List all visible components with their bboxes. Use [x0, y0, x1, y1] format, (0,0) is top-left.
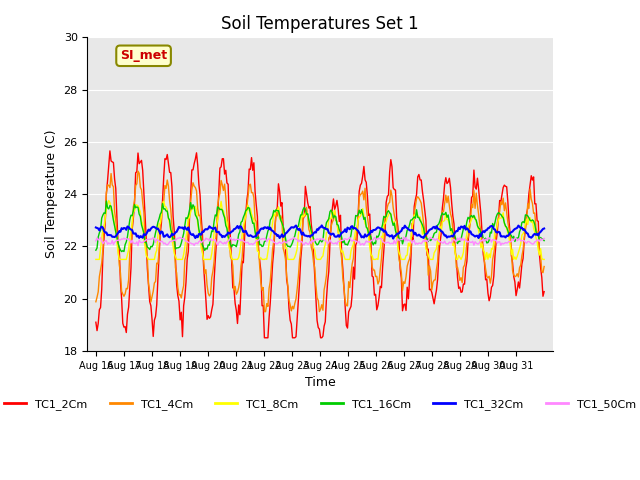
TC1_50Cm — [134, 243, 142, 249]
Line: TC1_16Cm: TC1_16Cm — [96, 201, 544, 252]
Legend: TC1_2Cm, TC1_4Cm, TC1_8Cm, TC1_16Cm, TC1_32Cm, TC1_50Cm: TC1_2Cm, TC1_4Cm, TC1_8Cm, TC1_16Cm, TC1… — [0, 395, 640, 414]
TC1_32Cm — [481, 229, 488, 235]
TC1_50Cm — [539, 237, 547, 242]
TC1_16Cm — [102, 198, 110, 204]
TC1_32Cm — [318, 223, 326, 228]
TC1_4Cm — [108, 171, 115, 177]
TC1_16Cm — [325, 216, 333, 222]
TC1_2Cm — [414, 174, 422, 180]
TC1_2Cm — [540, 289, 548, 295]
TC1_8Cm — [538, 256, 546, 262]
TC1_8Cm — [105, 198, 113, 204]
TC1_16Cm — [124, 234, 131, 240]
TC1_8Cm — [108, 207, 116, 213]
TC1_2Cm — [92, 319, 100, 325]
TC1_50Cm — [540, 236, 548, 241]
X-axis label: Time: Time — [305, 376, 335, 389]
TC1_4Cm — [122, 291, 129, 297]
Line: TC1_50Cm: TC1_50Cm — [96, 237, 544, 246]
TC1_16Cm — [414, 215, 422, 220]
Line: TC1_32Cm: TC1_32Cm — [96, 226, 544, 239]
Y-axis label: Soil Temperature (C): Soil Temperature (C) — [45, 130, 58, 258]
TC1_2Cm — [260, 335, 268, 341]
TC1_4Cm — [539, 270, 547, 276]
Line: TC1_4Cm: TC1_4Cm — [96, 171, 544, 312]
TC1_16Cm — [108, 210, 116, 216]
TC1_2Cm — [122, 330, 130, 336]
TC1_32Cm — [324, 226, 332, 232]
TC1_2Cm — [325, 268, 333, 274]
TC1_32Cm — [122, 226, 129, 231]
TC1_2Cm — [481, 259, 488, 265]
TC1_32Cm — [389, 236, 397, 241]
TC1_32Cm — [92, 225, 100, 230]
TC1_32Cm — [540, 226, 548, 231]
TC1_50Cm — [108, 240, 115, 246]
TC1_4Cm — [92, 299, 100, 305]
TC1_16Cm — [481, 236, 488, 242]
TC1_4Cm — [134, 168, 142, 174]
TC1_8Cm — [92, 256, 100, 262]
TC1_8Cm — [413, 209, 420, 215]
TC1_50Cm — [481, 238, 488, 244]
TC1_50Cm — [122, 236, 129, 242]
TC1_8Cm — [540, 256, 548, 262]
Line: TC1_8Cm: TC1_8Cm — [96, 201, 544, 259]
TC1_2Cm — [539, 293, 547, 299]
TC1_16Cm — [540, 238, 548, 243]
TC1_2Cm — [108, 159, 116, 165]
TC1_16Cm — [118, 249, 125, 254]
TC1_32Cm — [539, 226, 547, 232]
TC1_4Cm — [481, 259, 488, 264]
TC1_4Cm — [414, 194, 422, 200]
TC1_4Cm — [325, 235, 333, 241]
Title: Soil Temperatures Set 1: Soil Temperatures Set 1 — [221, 15, 419, 33]
TC1_50Cm — [324, 241, 332, 247]
TC1_16Cm — [92, 247, 100, 253]
TC1_8Cm — [324, 229, 332, 235]
TC1_32Cm — [414, 233, 422, 239]
TC1_4Cm — [260, 309, 268, 314]
Text: SI_met: SI_met — [120, 49, 167, 62]
TC1_50Cm — [92, 238, 100, 244]
TC1_16Cm — [539, 236, 547, 242]
TC1_50Cm — [414, 241, 422, 247]
Line: TC1_2Cm: TC1_2Cm — [96, 151, 544, 338]
TC1_32Cm — [108, 232, 115, 238]
TC1_50Cm — [346, 234, 354, 240]
TC1_2Cm — [106, 148, 114, 154]
TC1_8Cm — [479, 248, 487, 253]
TC1_8Cm — [122, 256, 130, 262]
TC1_4Cm — [540, 264, 548, 269]
